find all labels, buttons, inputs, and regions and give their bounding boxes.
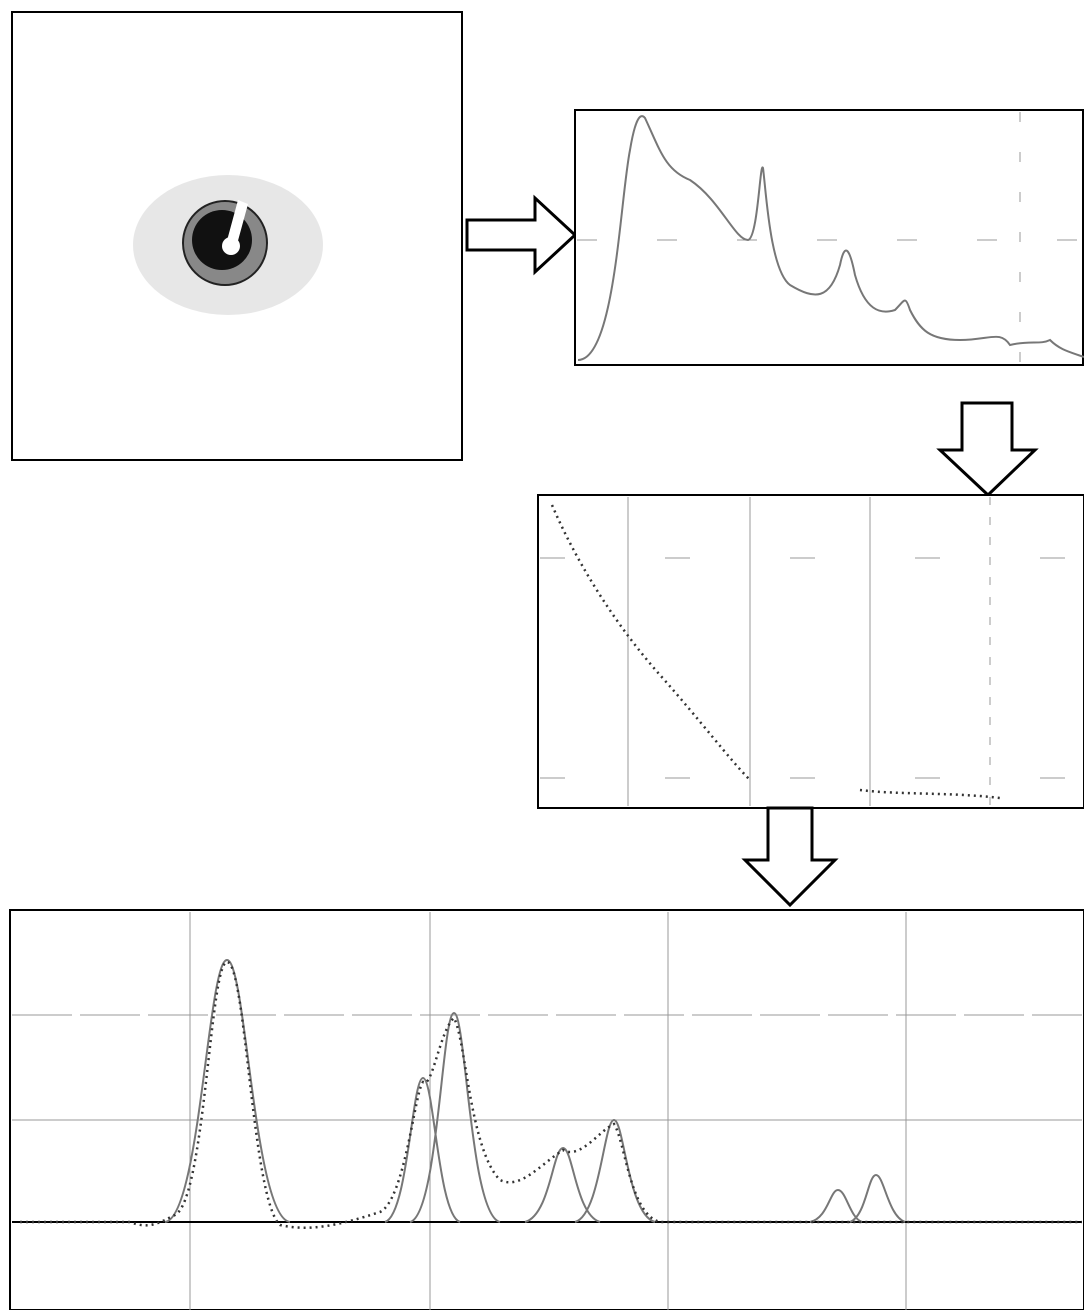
arrow-down (745, 808, 835, 905)
arrow-right (467, 198, 575, 272)
arrow-down (940, 403, 1035, 495)
profile-panel (575, 110, 1084, 365)
panel-frame (538, 495, 1084, 808)
beam-stop-end (222, 237, 240, 255)
panel-frame (10, 910, 1084, 1310)
fit-panel (10, 910, 1084, 1310)
diffraction-panel (12, 12, 462, 460)
background-panel (538, 495, 1084, 808)
panel-frame (575, 110, 1083, 365)
